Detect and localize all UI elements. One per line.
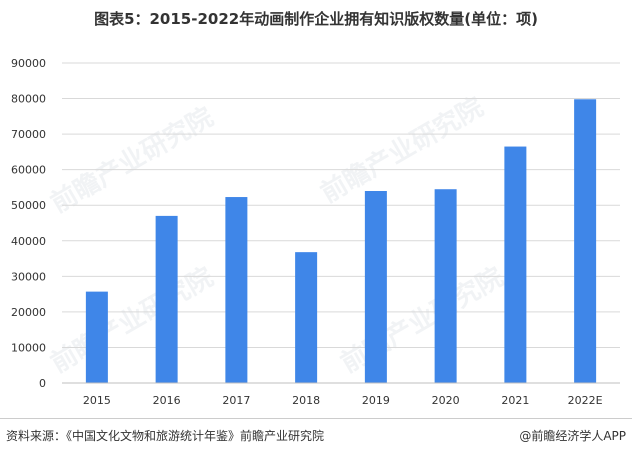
bar-2015	[85, 291, 108, 383]
brand-credit: @前瞻经济学人APP	[519, 429, 626, 443]
chart-title: 图表5：2015-2022年动画制作企业拥有知识版权数量(单位：项)	[94, 10, 538, 28]
x-tick-label: 2015	[83, 394, 111, 407]
bar-2017	[225, 197, 248, 383]
y-tick-label: 50000	[11, 199, 46, 212]
y-tick-label: 90000	[11, 57, 46, 70]
grid-lines	[62, 62, 620, 348]
y-axis-ticks: 0 10000 20000 30000 40000 50000 60000 70000 8000…	[11, 57, 46, 390]
y-tick-label: 0	[39, 377, 46, 390]
bar-2019	[364, 191, 387, 383]
y-tick-label: 60000	[11, 164, 46, 177]
bar-2016	[155, 215, 178, 383]
bar-chart: 0 10000 20000 30000 40000 50000 60000 70000 8000…	[11, 57, 620, 407]
bar-2021	[504, 146, 527, 383]
footer-divider	[0, 418, 632, 419]
y-tick-label: 10000	[11, 341, 46, 354]
x-axis-ticks: 2015 2016 2017 2018 2019 2020 2021 2022E	[83, 394, 603, 407]
y-tick-label: 70000	[11, 128, 46, 141]
bars	[85, 99, 597, 384]
y-tick-label: 80000	[11, 93, 46, 106]
x-tick-label: 2016	[153, 394, 181, 407]
x-tick-label: 2018	[292, 394, 320, 407]
x-tick-label: 2017	[222, 394, 250, 407]
y-tick-label: 30000	[11, 270, 46, 283]
x-tick-label: 2022E	[568, 394, 603, 407]
source-note: 资料来源：《中国文化文物和旅游统计年鉴》前瞻产业研究院	[6, 429, 325, 443]
x-tick-label: 2020	[432, 394, 460, 407]
bar-2022E	[574, 99, 597, 384]
bar-2020	[434, 189, 457, 383]
y-tick-label: 20000	[11, 306, 46, 319]
y-tick-label: 40000	[11, 235, 46, 248]
x-tick-label: 2021	[501, 394, 529, 407]
x-tick-label: 2019	[362, 394, 390, 407]
bar-2018	[295, 252, 318, 383]
